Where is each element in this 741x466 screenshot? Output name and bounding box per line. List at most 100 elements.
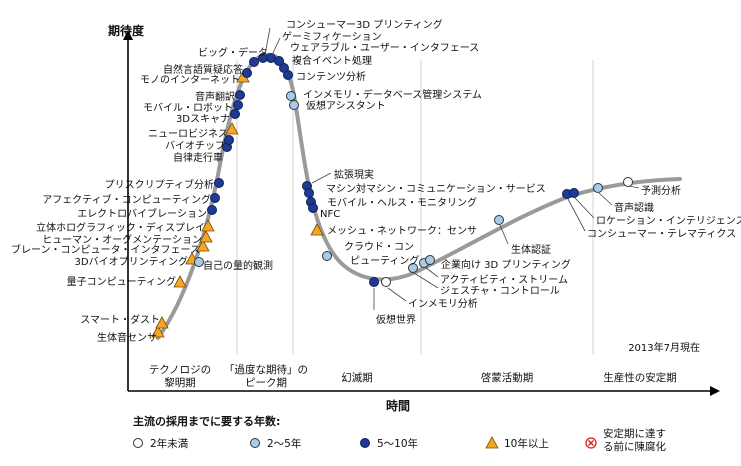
leader-line bbox=[499, 224, 509, 245]
leader-line bbox=[413, 272, 439, 289]
tech-marker-16 bbox=[235, 90, 245, 100]
tech-marker-13 bbox=[225, 122, 239, 135]
legend-marker-gt10 bbox=[485, 436, 499, 449]
tech-marker-31 bbox=[310, 223, 324, 236]
tech-label: ゲーミフィケーション bbox=[282, 31, 382, 43]
tech-label: プリスクリプティブ分析 bbox=[105, 178, 214, 191]
phase-label: 「過度な期待」の bbox=[224, 363, 308, 376]
tech-marker-14 bbox=[230, 109, 240, 119]
tech-label: モバイル・ロボット bbox=[143, 102, 233, 114]
legend-title: 主流の採用までに要する年数: bbox=[133, 414, 280, 428]
legend-label: 10年以上 bbox=[504, 437, 549, 450]
tech-marker-19 bbox=[249, 57, 259, 67]
leader-line bbox=[264, 27, 271, 56]
tech-label: ニューロビジネス bbox=[148, 128, 228, 140]
tech-marker-8 bbox=[207, 205, 217, 215]
tech-marker-37 bbox=[425, 255, 435, 265]
legend-label: 5～10年 bbox=[377, 437, 418, 450]
legend-label: 2～5年 bbox=[267, 437, 301, 450]
tech-label: インメモリ・データベース管理システム bbox=[303, 88, 482, 101]
leader-line bbox=[271, 37, 281, 56]
tech-label: 仮想世界 bbox=[376, 313, 416, 326]
legend-label: 2年未満 bbox=[150, 437, 189, 450]
tech-marker-33 bbox=[369, 277, 379, 287]
tech-marker-34 bbox=[381, 277, 391, 287]
as-of-date: 2013年7月現在 bbox=[628, 341, 700, 354]
tech-label: コンテンツ分析 bbox=[296, 70, 366, 83]
legend-marker-5to10 bbox=[360, 438, 370, 448]
tech-label: 仮想アシスタント bbox=[306, 99, 386, 112]
tech-marker-35 bbox=[408, 263, 418, 273]
tech-label: スマート・ダスト bbox=[80, 313, 160, 326]
tech-marker-28 bbox=[304, 188, 314, 198]
tech-label: 音声翻訳 bbox=[195, 90, 235, 103]
x-axis-arrow bbox=[710, 386, 720, 396]
tech-label: ブレーン・コンピュータ・インタフェース bbox=[11, 243, 200, 256]
tech-marker-9 bbox=[210, 193, 220, 203]
leader-line bbox=[424, 266, 439, 278]
tech-marker-0 bbox=[151, 325, 165, 338]
tech-label: 拡張現実 bbox=[334, 168, 374, 181]
tech-marker-25 bbox=[286, 91, 296, 101]
tech-label: 音声認識 bbox=[614, 201, 654, 214]
tech-marker-12 bbox=[224, 135, 234, 145]
tech-label: ピューティング bbox=[350, 254, 419, 267]
tech-marker-42 bbox=[623, 177, 633, 187]
phase-label: ピーク期 bbox=[245, 377, 287, 389]
tech-label: 企業向け 3D プリンティング bbox=[441, 258, 571, 271]
tech-marker-30 bbox=[308, 203, 318, 213]
phase-label: 幻滅期 bbox=[341, 371, 373, 384]
legend-label: 安定期に達す bbox=[603, 427, 666, 440]
tech-label: ウェアラブル・ユーザー・インタフェース bbox=[290, 41, 479, 54]
tech-label: ビッグ・データ bbox=[198, 46, 268, 59]
tech-marker-26 bbox=[289, 100, 299, 110]
tech-label: ジェスチャ・コントロール bbox=[440, 285, 560, 297]
tech-marker-18 bbox=[242, 68, 252, 78]
leader-line bbox=[311, 172, 332, 184]
tech-label: 生体音センサ bbox=[97, 331, 157, 344]
tech-label: モバイル・ヘルス・モニタリング bbox=[327, 196, 477, 209]
leader-line bbox=[567, 198, 586, 232]
tech-label: メッシュ・ネットワーク：センサ bbox=[327, 225, 477, 237]
tech-marker-32 bbox=[322, 251, 332, 261]
y-axis-arrow bbox=[123, 30, 133, 40]
tech-label: 生体認証 bbox=[511, 243, 551, 256]
tech-label: エレクトロバイブレーション bbox=[77, 207, 207, 220]
tech-label: ヒューマン・オーグメンテーション bbox=[42, 233, 202, 246]
tech-label: 自然言語質疑応答 bbox=[163, 63, 243, 76]
tech-marker-38 bbox=[494, 215, 504, 225]
phase-label: 啓蒙活動期 bbox=[481, 371, 534, 384]
leader-line bbox=[628, 185, 640, 189]
tech-marker-5 bbox=[196, 239, 210, 252]
phase-label: 生産性の安定期 bbox=[603, 371, 677, 384]
tech-label: 自律走行車 bbox=[173, 151, 223, 164]
tech-label: 3Dスキャナ bbox=[176, 113, 230, 125]
tech-label: クラウド・コン bbox=[344, 241, 414, 253]
legend-marker-2to5 bbox=[250, 438, 260, 448]
phase-label: テクノロジの bbox=[149, 364, 211, 376]
tech-label: 量子コンピューティング bbox=[67, 275, 176, 288]
legend-label: る前に陳腐化 bbox=[603, 440, 666, 453]
tech-marker-41 bbox=[593, 183, 603, 193]
tech-label: アクティビティ・ストリーム bbox=[440, 274, 568, 286]
tech-label: アフェクティブ・コンピューティング bbox=[42, 193, 211, 206]
tech-marker-15 bbox=[233, 100, 243, 110]
tech-label: 立体ホログラフィック・ディスプレイ bbox=[36, 221, 205, 234]
tech-label: 3Dバイオプリンティング bbox=[75, 255, 188, 268]
tech-marker-10 bbox=[214, 178, 224, 188]
tech-marker-1 bbox=[155, 316, 169, 329]
tech-label: インメモリ分析 bbox=[408, 297, 478, 310]
tech-marker-4 bbox=[194, 257, 204, 267]
tech-marker-40 bbox=[569, 188, 579, 198]
tech-label: ロケーション・インテリジェンス bbox=[596, 215, 741, 227]
tech-label: マシン対マシン・コミュニケーション・サービス bbox=[326, 182, 546, 195]
tech-marker-7 bbox=[201, 219, 215, 232]
tech-label: 複合イベント処理 bbox=[292, 54, 372, 67]
tech-label: 予測分析 bbox=[641, 184, 681, 197]
tech-label: コンシューマー・テレマティクス bbox=[587, 228, 736, 240]
tech-label: 自己の量的観測 bbox=[203, 259, 273, 272]
legend-marker-lt2 bbox=[133, 438, 143, 448]
leader-line bbox=[598, 192, 613, 206]
tech-label: バイオチップ bbox=[165, 140, 225, 152]
